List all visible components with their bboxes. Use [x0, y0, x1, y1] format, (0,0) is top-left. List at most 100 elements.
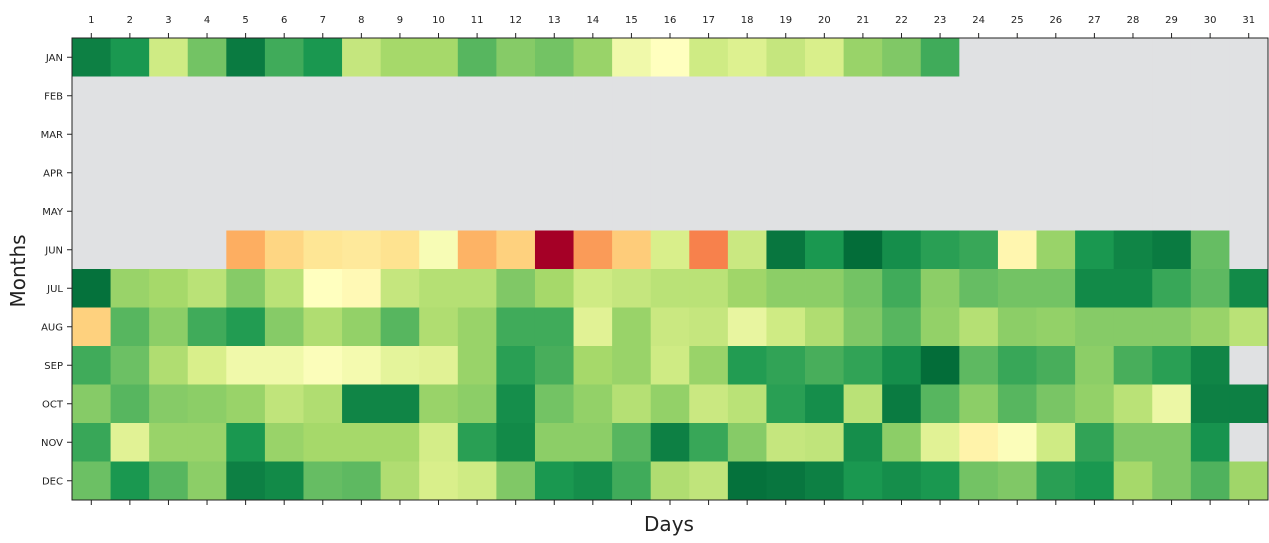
- heatmap-cell-missing: [187, 115, 227, 154]
- heatmap-cell-missing: [149, 153, 189, 193]
- heatmap-cell: [882, 38, 922, 77]
- heatmap-cell: [1075, 461, 1115, 501]
- heatmap-cell: [72, 461, 111, 501]
- heatmap-cell: [303, 307, 343, 347]
- heatmap-cell: [303, 38, 343, 77]
- heatmap-cell: [457, 461, 497, 501]
- x-tick-label: 2: [127, 15, 133, 26]
- heatmap-cell-missing: [226, 115, 266, 154]
- heatmap-cell: [149, 423, 189, 462]
- heatmap-cell-missing: [72, 192, 111, 231]
- heatmap-cell: [380, 423, 420, 462]
- heatmap-cell: [1152, 461, 1192, 501]
- heatmap-cell: [1152, 230, 1192, 270]
- x-tick-label: 5: [242, 15, 248, 26]
- heatmap-cell-missing: [689, 192, 729, 231]
- heatmap-cell: [1036, 461, 1076, 501]
- heatmap-cell: [843, 461, 883, 501]
- heatmap-cell-missing: [612, 153, 652, 193]
- heatmap-cell: [380, 230, 420, 270]
- heatmap-cell: [612, 307, 652, 347]
- heatmap-cell: [534, 461, 574, 501]
- heatmap-cell: [650, 269, 690, 308]
- heatmap-cell-missing: [612, 115, 652, 154]
- heatmap-cell-missing: [1229, 76, 1269, 116]
- heatmap-cell-missing: [419, 192, 459, 231]
- heatmap-cell-missing: [882, 192, 922, 231]
- heatmap-cell: [1152, 307, 1192, 347]
- y-tick-label: JUN: [44, 245, 63, 256]
- heatmap-cell-missing: [1113, 38, 1153, 77]
- heatmap-cell: [419, 423, 459, 462]
- heatmap-cell: [727, 269, 767, 308]
- x-tick-label: 30: [1204, 15, 1217, 26]
- heatmap-cell: [920, 38, 960, 77]
- heatmap-cell-missing: [1075, 192, 1115, 231]
- heatmap-cell-missing: [1229, 346, 1269, 385]
- heatmap-cell-missing: [72, 230, 111, 270]
- heatmap-cell-missing: [689, 115, 729, 154]
- heatmap-cell-missing: [959, 192, 999, 231]
- heatmap-cell: [187, 384, 227, 424]
- heatmap-cell: [1036, 346, 1076, 385]
- heatmap-cell-missing: [303, 115, 343, 154]
- heatmap-cell: [1152, 423, 1192, 462]
- heatmap-cell: [689, 384, 729, 424]
- heatmap-cell: [920, 384, 960, 424]
- heatmap-cell: [342, 423, 382, 462]
- heatmap-cell: [1190, 269, 1230, 308]
- heatmap-cell-missing: [920, 115, 960, 154]
- heatmap-cell: [303, 346, 343, 385]
- y-tick-label: JAN: [45, 53, 63, 64]
- heatmap-cell-missing: [534, 192, 574, 231]
- heatmap-cell: [226, 307, 266, 347]
- heatmap-cell: [303, 461, 343, 501]
- heatmap-cell: [843, 307, 883, 347]
- heatmap-cell: [496, 461, 536, 501]
- heatmap-cell: [1113, 269, 1153, 308]
- heatmap-cell-missing: [226, 76, 266, 116]
- heatmap-cell: [650, 384, 690, 424]
- heatmap-cell: [920, 269, 960, 308]
- heatmap-cell: [920, 307, 960, 347]
- heatmap-cell-missing: [882, 76, 922, 116]
- heatmap-cell: [187, 461, 227, 501]
- heatmap-cell: [612, 269, 652, 308]
- heatmap-cell: [187, 423, 227, 462]
- heatmap-cell-missing: [882, 153, 922, 193]
- heatmap-cell-missing: [264, 153, 304, 193]
- heatmap-cell-missing: [342, 192, 382, 231]
- heatmap-cell: [689, 230, 729, 270]
- heatmap-cell: [380, 307, 420, 347]
- heatmap-cell-missing: [72, 115, 111, 154]
- heatmap-cell: [1113, 423, 1153, 462]
- heatmap-cell-missing: [419, 153, 459, 193]
- heatmap-cell: [766, 423, 806, 462]
- heatmap-cell-missing: [727, 153, 767, 193]
- heatmap-cell-missing: [149, 76, 189, 116]
- heatmap-cell: [496, 346, 536, 385]
- heatmap-cell: [496, 269, 536, 308]
- heatmap-cell: [1075, 346, 1115, 385]
- heatmap-cell: [843, 269, 883, 308]
- heatmap-cell-missing: [843, 192, 883, 231]
- heatmap-cell: [342, 461, 382, 501]
- heatmap-cells: [72, 38, 1269, 501]
- y-tick-label: DEC: [42, 476, 63, 487]
- heatmap-cell: [1190, 346, 1230, 385]
- y-tick-label: OCT: [42, 399, 64, 410]
- heatmap-cell-missing: [1229, 153, 1269, 193]
- heatmap-cell: [110, 307, 150, 347]
- heatmap-cell: [72, 384, 111, 424]
- heatmap-cell: [110, 269, 150, 308]
- heatmap-cell: [1190, 230, 1230, 270]
- heatmap-cell: [342, 384, 382, 424]
- heatmap-cell: [1075, 384, 1115, 424]
- heatmap-cell-missing: [1113, 153, 1153, 193]
- heatmap-cell: [805, 307, 845, 347]
- heatmap-cell: [959, 230, 999, 270]
- y-tick-label: FEB: [44, 91, 63, 102]
- x-tick-label: 11: [471, 15, 484, 26]
- x-tick-label: 19: [779, 15, 792, 26]
- heatmap-cell-missing: [496, 76, 536, 116]
